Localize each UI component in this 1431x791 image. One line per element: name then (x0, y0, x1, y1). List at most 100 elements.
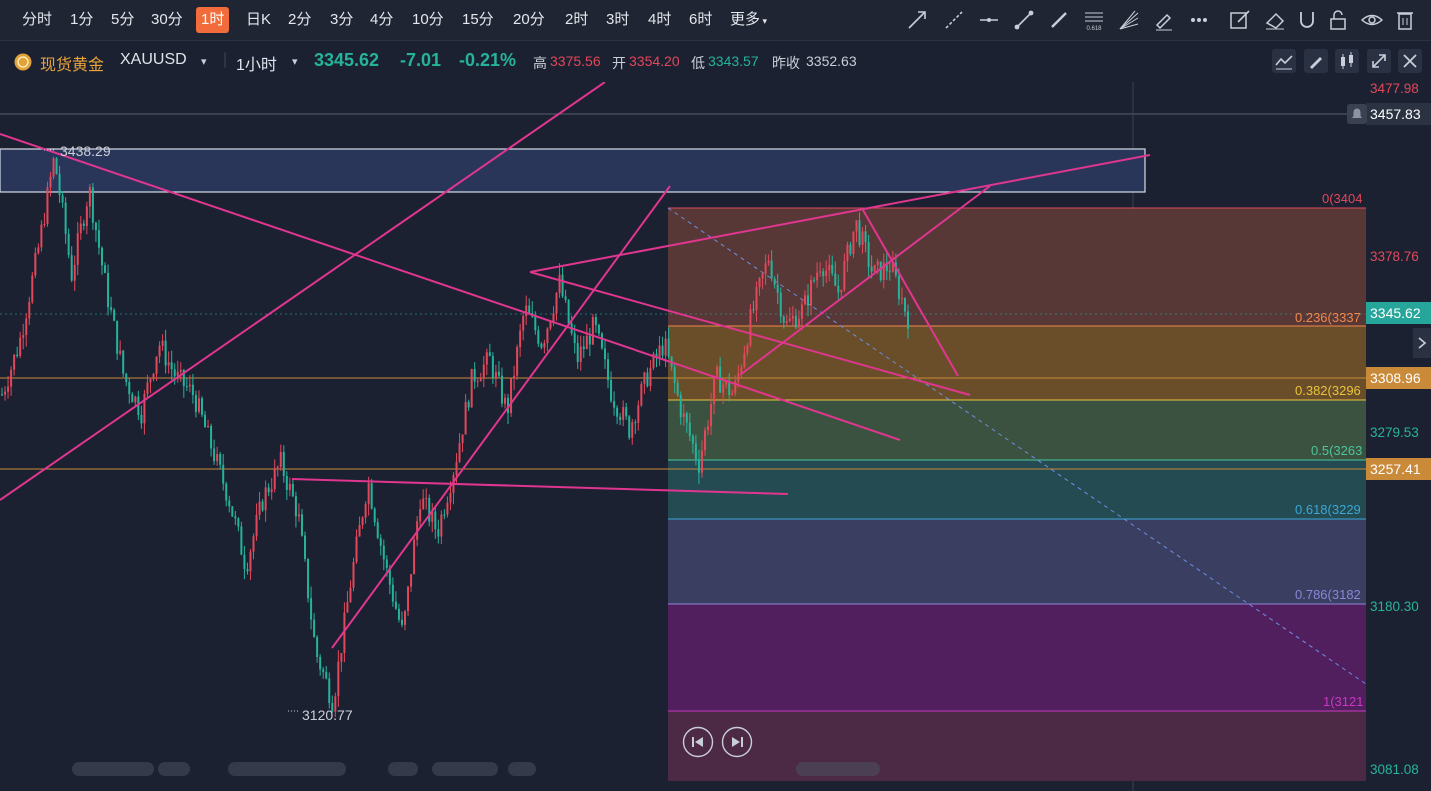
candle-body (179, 369, 182, 372)
candle-body (470, 368, 473, 408)
eye-icon[interactable] (1360, 8, 1384, 32)
timeframe-3[interactable]: 30分 (151, 11, 183, 28)
scroll-right-icon[interactable] (1413, 328, 1431, 358)
timeframe-15[interactable]: 6时 (689, 11, 713, 28)
candle-body (297, 514, 300, 517)
candle-body (19, 337, 22, 356)
candle-body (28, 301, 31, 319)
indicator-icon[interactable] (1272, 49, 1296, 73)
trendline (529, 154, 1151, 273)
timeframe-10[interactable]: 15分 (462, 11, 494, 28)
candle-body (573, 333, 576, 344)
timeframe-5[interactable]: 日K (246, 11, 272, 28)
candle-body (346, 602, 349, 613)
timeframe-6[interactable]: 2分 (288, 11, 312, 28)
candle-body (473, 368, 476, 382)
candle-body (91, 187, 94, 223)
close-icon[interactable] (1398, 49, 1422, 73)
more-button[interactable]: 更多 ▾ (730, 11, 768, 28)
candle-body (728, 380, 731, 395)
fib-zone-786-1 (668, 604, 1366, 711)
trend-line-icon[interactable] (905, 8, 929, 32)
price-tag: 3308.96 (1366, 367, 1431, 389)
instrument-name[interactable]: 现货黄金 (40, 57, 105, 74)
candle-body (243, 554, 246, 569)
interval-dropdown-icon[interactable]: ▾ (292, 56, 298, 68)
candle-body (579, 346, 582, 363)
candle-body (888, 271, 891, 273)
symbol-dropdown-icon[interactable]: ▾ (201, 56, 207, 68)
candle-body (155, 356, 158, 374)
candle-body (52, 158, 55, 177)
draw-icon[interactable] (1304, 49, 1328, 73)
candle-body (182, 369, 185, 387)
timeframe-4[interactable]: 1时 (196, 7, 230, 33)
magnet-icon[interactable] (1295, 8, 1319, 32)
candle-body (600, 333, 603, 349)
candle-body (204, 414, 207, 428)
candle-body (391, 584, 394, 602)
candle-body (164, 340, 167, 366)
candle-body (34, 252, 37, 276)
candle-body (776, 284, 779, 293)
brush-icon[interactable] (1047, 8, 1071, 32)
timeframe-0[interactable]: 分时 (22, 11, 53, 28)
candle-body (588, 335, 591, 345)
candle-body (794, 315, 797, 328)
pen-icon[interactable] (1152, 8, 1176, 32)
more-tools-icon[interactable] (1187, 8, 1211, 32)
candle-body (843, 261, 846, 290)
fibonacci-icon[interactable]: 0.618 (1082, 8, 1106, 32)
candle-body (294, 496, 297, 517)
candle-body (903, 298, 906, 312)
candle-body (455, 461, 458, 476)
timeframe-13[interactable]: 3时 (606, 11, 630, 28)
fullscreen-icon[interactable] (1367, 49, 1391, 73)
candle-body (458, 443, 461, 462)
candle-body (1, 394, 3, 396)
timeframe-11[interactable]: 20分 (513, 11, 545, 28)
price-chart[interactable] (0, 82, 1431, 791)
lock-icon[interactable] (1326, 8, 1350, 32)
timeframe-2[interactable]: 5分 (111, 11, 135, 28)
eraser-icon[interactable] (1263, 8, 1287, 32)
timeframe-1[interactable]: 1分 (70, 11, 94, 28)
timeframe-9[interactable]: 10分 (412, 11, 444, 28)
trendline (331, 185, 671, 649)
instrument-symbol[interactable]: XAUUSD (120, 51, 187, 68)
candle-body (661, 345, 664, 356)
replay-forward-icon[interactable] (721, 726, 753, 758)
trash-icon[interactable] (1393, 8, 1417, 32)
timeframe-14[interactable]: 4时 (648, 11, 672, 28)
candle-body (328, 678, 331, 704)
edit-icon[interactable] (1228, 8, 1252, 32)
candle-body (434, 511, 437, 530)
fan-icon[interactable] (1117, 8, 1141, 32)
candle-body (249, 551, 252, 572)
candle-body (282, 451, 285, 476)
low-value: 3343.57 (708, 53, 759, 69)
candle-body (419, 508, 422, 522)
timeframe-12[interactable]: 2时 (565, 11, 589, 28)
candle-body (349, 587, 352, 603)
candle-body (464, 401, 467, 435)
candle-body (879, 261, 882, 281)
candle-body (188, 384, 191, 387)
segment-icon[interactable] (1012, 8, 1036, 32)
candle-body (467, 401, 470, 408)
candle-body (261, 501, 264, 511)
replay-back-icon[interactable] (682, 726, 714, 758)
candle-body (679, 394, 682, 418)
horizontal-line-icon[interactable] (977, 8, 1001, 32)
candle-type-icon[interactable] (1335, 49, 1359, 73)
candle-body (373, 508, 376, 523)
candle-body (782, 316, 785, 323)
timeframe-7[interactable]: 3分 (330, 11, 354, 28)
candles-layer (1, 156, 909, 717)
candle-body (267, 487, 270, 493)
timeframe-8[interactable]: 4分 (370, 11, 394, 28)
ray-line-icon[interactable] (942, 8, 966, 32)
interval-select[interactable]: 1小时 (236, 57, 277, 74)
candle-body (479, 378, 482, 382)
alert-bell-icon[interactable] (1347, 104, 1367, 124)
